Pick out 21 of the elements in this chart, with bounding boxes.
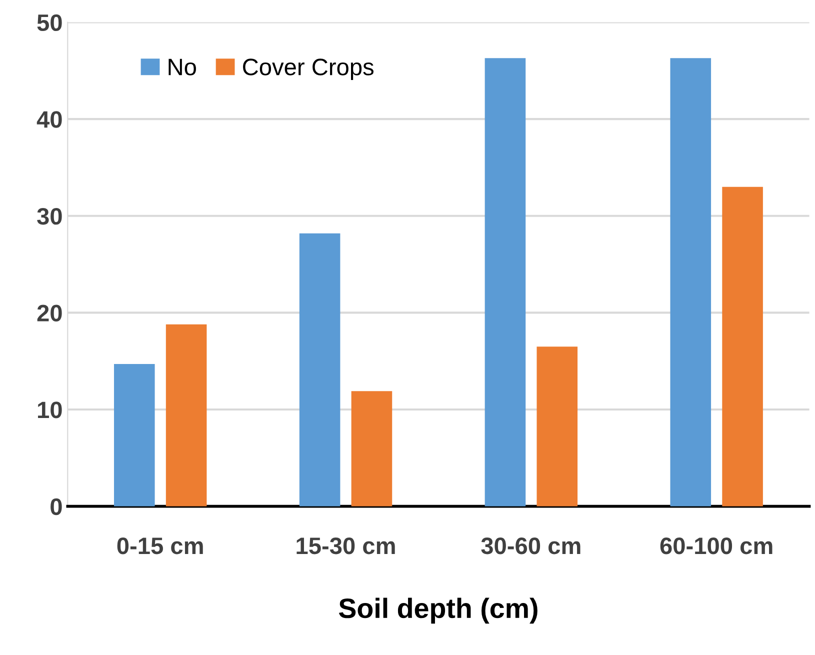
x-tick-label: 30-60 cm [481,537,580,554]
x-tick-label: 0-15 cm [117,537,203,554]
bar [114,364,155,506]
bar [722,186,763,506]
bar [670,58,712,506]
legend-label: Cover Crops [243,58,374,80]
bar [299,233,340,506]
y-tick-label: 50 [37,14,62,32]
y-tick-label: 30 [37,208,62,225]
y-tick-label: 20 [37,304,62,322]
bar [166,324,207,506]
bar [536,346,578,506]
y-tick-label: 40 [36,111,62,128]
x-tick-label: 15-30 cm [296,537,395,554]
y-tick-label: 10 [38,402,62,418]
y-tick-label: 0 [50,498,62,516]
bar [484,58,526,506]
x-tick-label: 60-100 cm [660,537,772,554]
legend-label: No [168,58,196,76]
bar [351,391,392,506]
x-axis-title: Soil depth (cm) [338,598,538,624]
